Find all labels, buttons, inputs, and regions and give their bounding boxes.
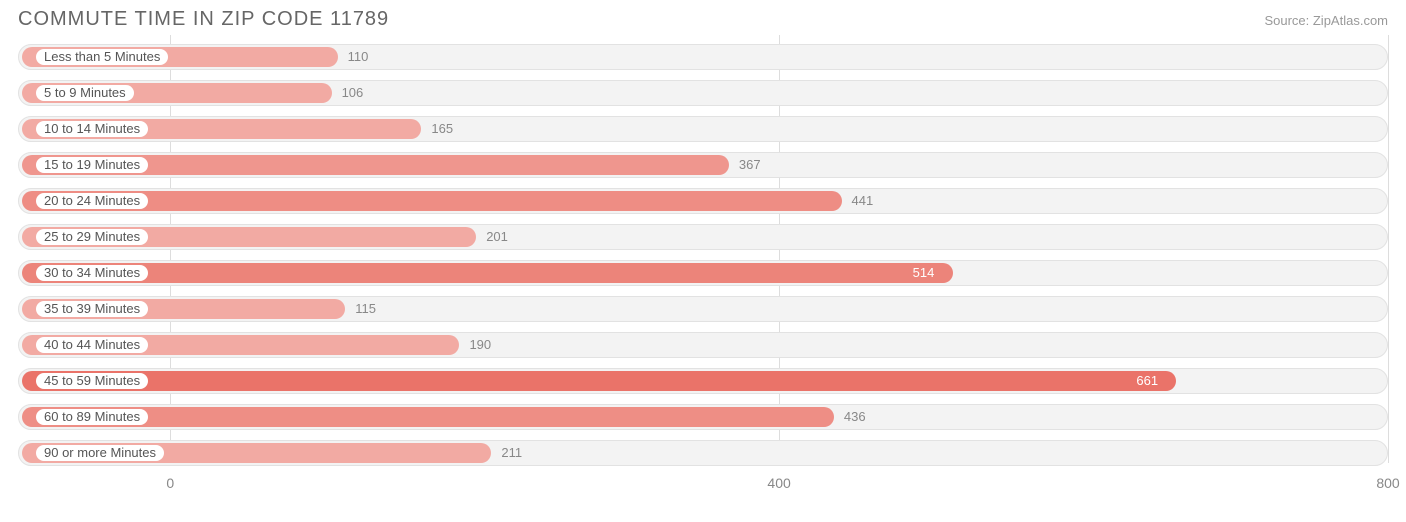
value-label: 661 xyxy=(1136,373,1158,389)
x-tick-label: 400 xyxy=(767,475,790,491)
value-label: 165 xyxy=(431,121,453,137)
header: COMMUTE TIME IN ZIP CODE 11789 Source: Z… xyxy=(0,0,1406,35)
value-label: 201 xyxy=(486,229,508,245)
plot-area: Less than 5 Minutes 110 5 to 9 Minutes 106 1… xyxy=(0,35,1406,469)
x-axis: 0400800 xyxy=(18,473,1388,497)
bar xyxy=(22,263,953,283)
bar xyxy=(22,371,1176,391)
value-label: 110 xyxy=(348,49,369,65)
x-tick-label: 800 xyxy=(1376,475,1399,491)
category-label: 45 to 59 Minutes xyxy=(36,373,148,389)
bar-row: 60 to 89 Minutes 436 xyxy=(18,401,1388,433)
bar-row: 5 to 9 Minutes 106 xyxy=(18,77,1388,109)
value-label: 115 xyxy=(355,301,376,317)
bar-row: 15 to 19 Minutes 367 xyxy=(18,149,1388,181)
category-label: 20 to 24 Minutes xyxy=(36,193,148,209)
bars-group: Less than 5 Minutes 110 5 to 9 Minutes 106 1… xyxy=(18,41,1388,469)
bar-row: 40 to 44 Minutes 190 xyxy=(18,329,1388,361)
bar-row: 20 to 24 Minutes 441 xyxy=(18,185,1388,217)
value-label: 441 xyxy=(852,193,874,209)
gridline xyxy=(1388,35,1389,463)
category-label: 5 to 9 Minutes xyxy=(36,85,134,101)
chart-title: COMMUTE TIME IN ZIP CODE 11789 xyxy=(18,8,389,31)
bar-row: 90 or more Minutes 211 xyxy=(18,437,1388,469)
bar-row: 25 to 29 Minutes 201 xyxy=(18,221,1388,253)
category-label: Less than 5 Minutes xyxy=(36,49,168,65)
chart-container: COMMUTE TIME IN ZIP CODE 11789 Source: Z… xyxy=(0,0,1406,522)
bar-row: Less than 5 Minutes 110 xyxy=(18,41,1388,73)
category-label: 25 to 29 Minutes xyxy=(36,229,148,245)
category-label: 90 or more Minutes xyxy=(36,445,164,461)
value-label: 436 xyxy=(844,409,866,425)
value-label: 514 xyxy=(913,265,935,281)
bar-row: 45 to 59 Minutes 661 xyxy=(18,365,1388,397)
source-attribution: Source: ZipAtlas.com xyxy=(1264,13,1388,28)
value-label: 211 xyxy=(501,445,522,461)
bar-row: 10 to 14 Minutes 165 xyxy=(18,113,1388,145)
value-label: 190 xyxy=(469,337,491,353)
category-label: 30 to 34 Minutes xyxy=(36,265,148,281)
category-label: 10 to 14 Minutes xyxy=(36,121,148,137)
bar-row: 35 to 39 Minutes 115 xyxy=(18,293,1388,325)
category-label: 35 to 39 Minutes xyxy=(36,301,148,317)
category-label: 15 to 19 Minutes xyxy=(36,157,148,173)
category-label: 40 to 44 Minutes xyxy=(36,337,148,353)
bar-row: 30 to 34 Minutes 514 xyxy=(18,257,1388,289)
value-label: 106 xyxy=(342,85,364,101)
value-label: 367 xyxy=(739,157,761,173)
category-label: 60 to 89 Minutes xyxy=(36,409,148,425)
x-tick-label: 0 xyxy=(166,475,174,491)
